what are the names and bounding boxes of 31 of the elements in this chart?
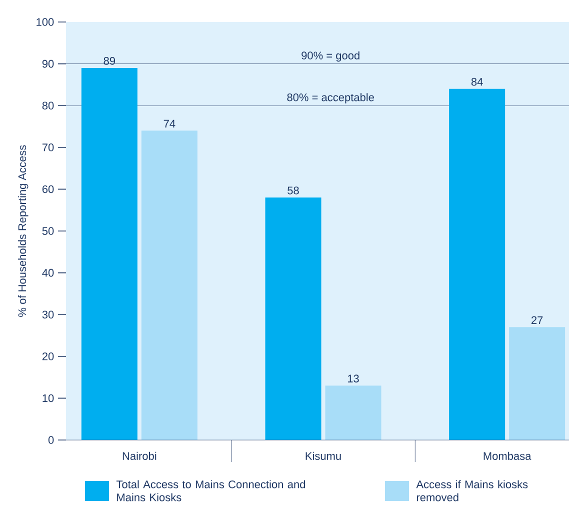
bar [141,130,198,440]
legend-label: Total Access to Mains Connection and Mains Kiosks [116,480,306,502]
bar [265,198,322,440]
y-tick-label: 60 [42,185,54,194]
legend-label: Access if Mains kiosks removed [416,480,528,502]
y-tick-label: 50 [42,227,54,235]
ref-line-label: 80% = acceptable [287,93,374,104]
ref-line-label: 90% = good [302,51,360,62]
y-tick-label: 90 [42,60,54,68]
y-tick-label: 100 [36,18,54,26]
y-tick-label: 80 [42,102,54,110]
bar [509,327,566,440]
bar [81,68,138,440]
data-label: 58 [288,186,299,194]
data-label: 89 [104,57,116,65]
y-tick-label: 70 [42,144,54,152]
x-tick-label: Nairobi [122,452,156,460]
data-label: 84 [471,78,483,86]
y-tick-label: 30 [42,310,54,318]
bar [449,88,506,440]
data-label: 27 [531,316,543,324]
y-tick-label: 10 [42,394,54,402]
y-axis-title: % of Households Reporting Access [18,145,28,317]
x-tick-label: Kisumu [306,452,341,460]
y-tick-label: 0 [48,436,54,444]
data-label: 74 [164,120,176,128]
y-tick-label: 20 [42,352,54,360]
y-tick-label: 40 [42,268,54,277]
bar [325,386,382,440]
x-tick-label: Mombasa [484,452,532,460]
data-label: 13 [348,374,359,382]
